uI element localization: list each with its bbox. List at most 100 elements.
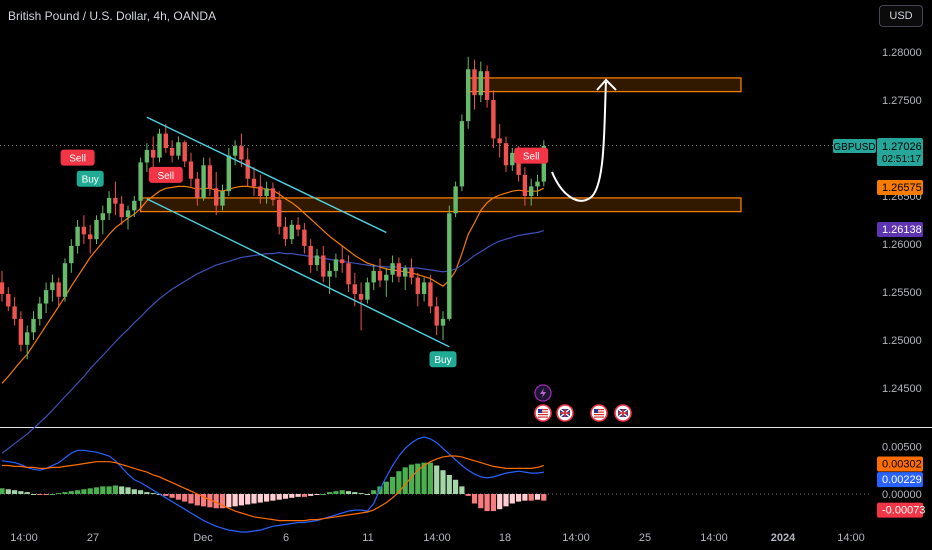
candle	[308, 245, 313, 266]
macd-hist-bar	[18, 491, 24, 494]
zone-0	[467, 77, 742, 93]
macd-hist-bar	[453, 479, 459, 494]
macd-hist-bar	[402, 467, 408, 494]
signal-badge	[148, 166, 183, 183]
flag-stripe	[594, 409, 604, 411]
candle	[516, 152, 521, 175]
macd-hist-bar	[62, 492, 68, 494]
candle	[384, 274, 389, 281]
macd-hist-bar	[150, 493, 156, 495]
macd-hist-bar	[434, 465, 440, 494]
candle	[340, 259, 345, 264]
flag-us-icon[interactable]	[590, 404, 608, 422]
candle	[239, 146, 244, 160]
x-tick-label: 25	[639, 532, 651, 544]
macd-hist-bar	[169, 494, 175, 498]
macd-hist-bar	[390, 476, 396, 494]
candle	[277, 199, 282, 227]
macd-hist-bar	[194, 494, 200, 506]
flag-uk-icon[interactable]	[556, 404, 574, 422]
symbol-tag	[833, 139, 876, 153]
x-tick-label: 14:00	[700, 532, 728, 544]
channel-line-1	[146, 198, 450, 348]
macd-hist-bar	[93, 487, 100, 494]
macd-hist-bar	[12, 490, 18, 494]
macd-hist-bar	[24, 492, 30, 494]
macd-hist-bar	[371, 490, 377, 494]
ema-fast-tag	[877, 180, 923, 195]
projection-arrow	[551, 81, 607, 202]
macd-value-tag	[877, 456, 923, 472]
candle	[88, 234, 93, 240]
candle	[321, 255, 326, 277]
candle	[12, 306, 17, 319]
macd-hist-bar	[333, 491, 339, 494]
last-price-tag	[877, 138, 923, 166]
macd-hist-bar	[528, 494, 534, 501]
candle	[119, 203, 124, 218]
signal-label: Buy	[82, 175, 99, 186]
signal-buy: Buy	[76, 170, 104, 187]
candle	[132, 200, 137, 211]
x-tick-label: 14:00	[837, 532, 865, 544]
candle	[421, 282, 427, 294]
ema-fast-value: 1.26575	[882, 182, 922, 194]
lightning-icon[interactable]	[534, 384, 552, 402]
flag-cross	[618, 409, 628, 417]
macd-hist-bar	[314, 494, 320, 495]
candle	[270, 188, 276, 200]
candle	[37, 303, 42, 319]
macd-hist-bar	[131, 489, 137, 494]
x-tick-label: 6	[283, 532, 289, 544]
candle	[6, 293, 11, 307]
signal-buy: Buy	[429, 351, 457, 368]
candle	[440, 318, 446, 326]
candle	[453, 186, 458, 214]
signal-badge	[429, 351, 457, 368]
candle	[365, 282, 370, 300]
macd-hist-bar	[30, 494, 37, 495]
macd-hist-bar	[301, 494, 307, 497]
currency-button[interactable]: USD	[879, 5, 923, 27]
candle	[138, 162, 143, 201]
macd-hist-bar	[345, 491, 352, 494]
macd-hist-bar	[138, 490, 144, 494]
candle	[69, 245, 74, 264]
flag-us-icon[interactable]	[534, 404, 552, 422]
macd-hist-bar	[295, 494, 301, 497]
candle	[264, 188, 269, 196]
candle	[100, 213, 105, 220]
flag-uk-icon[interactable]	[614, 404, 632, 422]
macd-hist-bar	[75, 490, 81, 494]
candle	[529, 186, 534, 196]
event-circle	[534, 404, 552, 422]
signal-label: Buy	[434, 355, 451, 366]
macd-hist-bar	[201, 494, 207, 507]
candle	[447, 213, 452, 319]
macd-hist-bar	[163, 494, 169, 496]
macd-hist-bar	[112, 485, 118, 494]
x-tick-label: Dec	[193, 532, 213, 544]
macd-line	[1, 436, 544, 533]
last-price-value: 1.27026	[882, 141, 922, 153]
y-tick-label: 1.28000	[882, 47, 922, 59]
candle	[535, 181, 540, 187]
candle	[113, 197, 118, 204]
macd-y-tick: 0.00000	[882, 489, 922, 501]
macd-hist-bar	[446, 475, 452, 494]
macd-hist-bar	[5, 489, 11, 494]
candle	[220, 191, 225, 206]
candle	[151, 149, 156, 158]
macd-hist-bar	[68, 491, 74, 494]
x-tick-label: 11	[362, 532, 373, 544]
macd-hist-bar	[364, 494, 370, 495]
candle	[415, 277, 420, 294]
macd-hist-bar	[226, 494, 232, 508]
macd-hist-bar	[396, 471, 402, 494]
ema-slow-line	[1, 230, 544, 454]
macd-hist-bar	[270, 494, 276, 501]
candle	[258, 186, 263, 196]
zone-1	[139, 197, 742, 213]
candle	[409, 268, 414, 278]
